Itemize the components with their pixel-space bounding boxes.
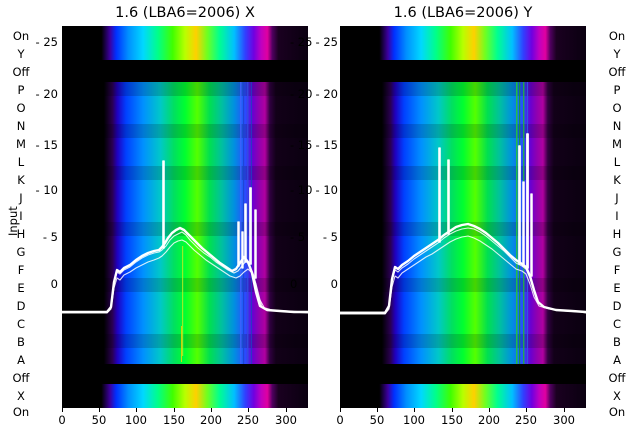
letter-right-y: Y [613,47,621,61]
letter-right-p: P [613,83,621,97]
ytick-panelx-right-10: - 10 [290,183,313,197]
letter-right-a: A [613,353,621,367]
xtickmark-x-250 [248,408,249,412]
xtickmark-y-250 [526,408,527,412]
letter-left-d: D [16,299,26,313]
xtick-y-100: 100 [403,413,425,427]
ytick-panelx-right-15: - 15 [290,138,313,152]
ytick-left-20: - 20 [35,87,58,101]
ytick-left-5: - 5 [42,230,58,244]
letter-right-h: H [612,227,622,241]
xtickmark-x-300 [286,408,287,412]
letter-right-n: N [612,119,622,133]
ytick-panely-left-5: - 5 [322,230,338,244]
xtickmark-x-100 [136,408,137,412]
ytick-panely-left-10: - 10 [315,183,338,197]
y-axis-label: Input [6,206,20,236]
letter-left-j: J [19,191,23,205]
letter-right-x: X [613,389,621,403]
ytick-left-10: - 10 [35,183,58,197]
xtickmark-x-200 [211,408,212,412]
heatmap-x-canvas [62,26,308,408]
ytick-left-25: - 25 [35,35,58,49]
xtick-x-200: 200 [200,413,222,427]
xtick-y-0: 0 [336,413,344,427]
letter-right-off-top: Off [608,65,626,79]
letter-right-d: D [612,299,622,313]
xtick-x-0: 0 [58,413,66,427]
letter-right-b: B [613,335,621,349]
heatmap-panel-x [62,26,308,408]
ytick-panely-left-0: 0 [330,277,338,291]
xtick-y-150: 150 [441,413,463,427]
heatmap-y-canvas [340,26,586,408]
ytick-left-15: - 15 [35,138,58,152]
xtickmark-x-0 [62,408,63,412]
letter-right-k: K [613,173,621,187]
ytick-panelx-right-20: - 20 [290,87,313,101]
panel-title-y: 1.6 (LBA6=2006) Y [393,5,533,21]
xtick-x-150: 150 [163,413,185,427]
letter-right-g: G [612,245,622,259]
letter-left-off-top: Off [12,65,30,79]
letter-left-y: Y [17,47,25,61]
letter-left-on-top: On [12,29,30,43]
letter-left-h: H [16,227,26,241]
letter-left-on-bot: On [12,405,30,419]
xtickmark-y-50 [377,408,378,412]
letter-right-o: O [612,101,622,115]
letter-right-on-bot: On [608,405,626,419]
letter-right-c: C [612,317,622,331]
ytick-panelx-right-25: - 25 [290,35,313,49]
letter-left-n: N [16,119,26,133]
letter-left-l: L [17,155,25,169]
ytick-panely-left-15: - 15 [315,138,338,152]
ytick-panely-left-25: - 25 [315,35,338,49]
xtickmark-x-50 [99,408,100,412]
letter-left-g: G [16,245,26,259]
xtick-y-200: 200 [478,413,500,427]
xtick-x-50: 50 [91,413,107,427]
ytick-panelx-right-5: - 5 [290,230,306,244]
xtickmark-y-150 [452,408,453,412]
xtickmark-y-0 [340,408,341,412]
letter-left-e: E [17,281,25,295]
letter-left-off-bot: Off [12,371,30,385]
xtickmark-y-300 [564,408,565,412]
ytick-panely-left-20: - 20 [315,87,338,101]
xtickmark-y-200 [489,408,490,412]
letter-left-i: I [19,209,23,223]
letter-left-f: F [17,263,25,277]
panel-title-x: 1.6 (LBA6=2006) X [115,5,255,21]
letter-right-off-bot: Off [608,371,626,385]
xtick-y-50: 50 [369,413,385,427]
letter-right-j: J [615,191,619,205]
letter-right-m: M [612,137,622,151]
letter-right-i: I [615,209,619,223]
letter-right-e: E [613,281,621,295]
letter-right-on-top: On [608,29,626,43]
xtick-y-250: 250 [515,413,537,427]
letter-left-o: O [16,101,26,115]
letter-left-x: X [17,389,25,403]
letter-left-c: C [16,317,26,331]
xtickmark-x-150 [174,408,175,412]
ytick-panelx-right-0: 0 [290,277,298,291]
letter-right-l: L [613,155,621,169]
xtick-x-250: 250 [237,413,259,427]
xtickmark-y-100 [414,408,415,412]
letter-left-m: M [16,137,26,151]
letter-left-b: B [17,335,25,349]
xtick-x-300: 300 [275,413,297,427]
xtick-x-100: 100 [125,413,147,427]
letter-left-a: A [17,353,25,367]
letter-left-k: K [17,173,25,187]
letter-left-p: P [17,83,25,97]
xtick-y-300: 300 [553,413,575,427]
heatmap-panel-y [340,26,586,408]
letter-right-f: F [613,263,621,277]
ytick-left-0: 0 [50,277,58,291]
